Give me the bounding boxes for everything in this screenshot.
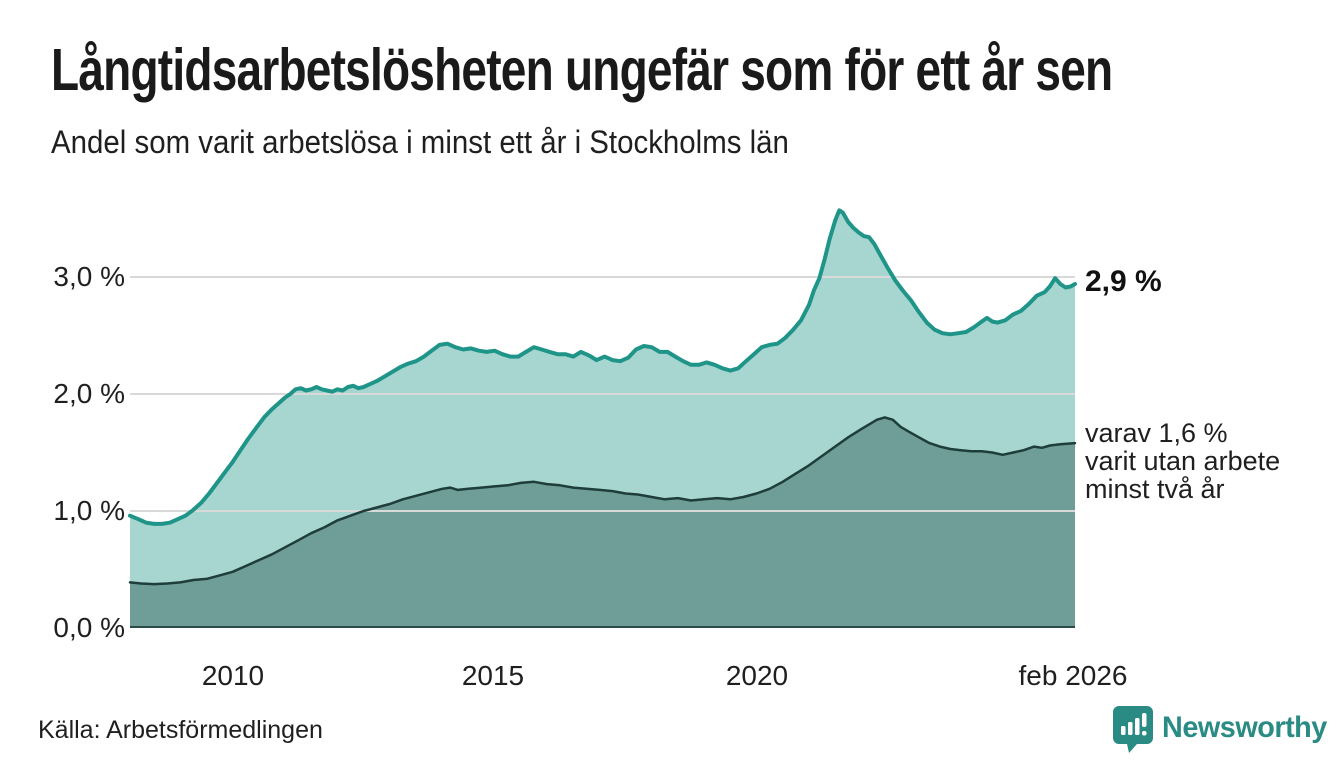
- annotation-line-3: minst två år: [1085, 474, 1225, 504]
- end-value-label-total: 2,9 %: [1085, 265, 1162, 298]
- chart-subtitle: Andel som varit arbetslösa i minst ett å…: [51, 124, 789, 160]
- end-value-label-two-years: varav 1,6 % varit utan arbete minst två …: [1085, 419, 1280, 503]
- x-tick-2015: 2015: [461, 660, 525, 691]
- x-tick-2010: 2010: [201, 660, 265, 691]
- y-tick-1: 1,0 %: [53, 495, 125, 526]
- line-total-long-term: [128, 208, 1077, 526]
- annotation-line-2: varit utan arbete: [1085, 446, 1281, 476]
- line-two-years: [128, 416, 1077, 586]
- y-tick-2: 2,0 %: [53, 378, 125, 409]
- x-tick-feb-2026: feb 2026: [1018, 660, 1128, 691]
- chart-title: Långtidsarbetslösheten ungefär som för e…: [51, 37, 1113, 103]
- source-note: Källa: Arbetsförmedlingen: [38, 716, 323, 744]
- x-tick-2020: 2020: [725, 660, 789, 691]
- newsworthy-brand: Newsworthy: [1112, 705, 1334, 755]
- y-tick-3: 3,0 %: [53, 261, 125, 292]
- newsworthy-logo-icon: [1113, 706, 1153, 753]
- y-tick-0: 0,0 %: [53, 612, 125, 643]
- area-two-years: [130, 417, 1075, 628]
- annotation-line-1: varav 1,6 %: [1085, 418, 1228, 448]
- newsworthy-brand-text: Newsworthy: [1162, 711, 1327, 744]
